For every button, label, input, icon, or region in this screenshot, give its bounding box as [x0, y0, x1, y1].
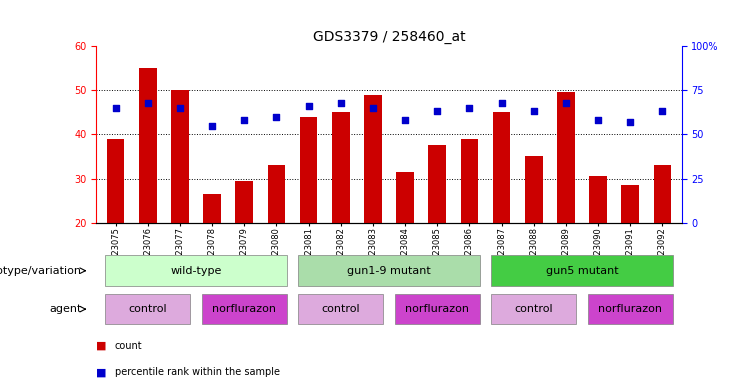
Text: norflurazon: norflurazon	[212, 304, 276, 314]
Bar	[428, 146, 446, 223]
Text: ■: ■	[96, 341, 107, 351]
Bar	[332, 112, 350, 223]
Point	[270, 114, 282, 120]
Title: GDS3379 / 258460_at: GDS3379 / 258460_at	[313, 30, 465, 44]
Point	[110, 105, 122, 111]
Bar	[364, 94, 382, 223]
Point	[657, 108, 668, 114]
Text: count: count	[115, 341, 142, 351]
Bar	[203, 194, 221, 223]
Point	[560, 99, 572, 106]
Point	[335, 99, 347, 106]
Text: percentile rank within the sample: percentile rank within the sample	[115, 367, 280, 377]
Text: control: control	[322, 304, 360, 314]
Point	[367, 105, 379, 111]
Text: gun5 mutant: gun5 mutant	[545, 266, 618, 276]
Bar	[236, 181, 253, 223]
Bar	[268, 166, 285, 223]
Bar	[525, 157, 542, 223]
Point	[239, 117, 250, 123]
Text: agent: agent	[49, 304, 82, 314]
Bar	[171, 90, 189, 223]
Point	[206, 122, 218, 129]
Point	[431, 108, 443, 114]
Text: norflurazon: norflurazon	[405, 304, 469, 314]
Bar	[589, 176, 607, 223]
Text: gun1-9 mutant: gun1-9 mutant	[347, 266, 431, 276]
Text: control: control	[128, 304, 167, 314]
Point	[399, 117, 411, 123]
Text: genotype/variation: genotype/variation	[0, 266, 82, 276]
Point	[464, 105, 476, 111]
Text: wild-type: wild-type	[170, 266, 222, 276]
Bar	[493, 112, 511, 223]
Bar	[396, 172, 414, 223]
Point	[592, 117, 604, 123]
Point	[528, 108, 539, 114]
Bar	[622, 185, 639, 223]
Point	[174, 105, 186, 111]
Bar	[139, 68, 156, 223]
Bar	[654, 166, 671, 223]
Point	[496, 99, 508, 106]
Bar	[557, 93, 575, 223]
Bar	[300, 117, 317, 223]
Bar	[107, 139, 124, 223]
Bar	[461, 139, 478, 223]
Text: control: control	[514, 304, 553, 314]
Point	[625, 119, 637, 125]
Point	[142, 99, 153, 106]
Text: ■: ■	[96, 367, 107, 377]
Point	[302, 103, 314, 109]
Text: norflurazon: norflurazon	[598, 304, 662, 314]
